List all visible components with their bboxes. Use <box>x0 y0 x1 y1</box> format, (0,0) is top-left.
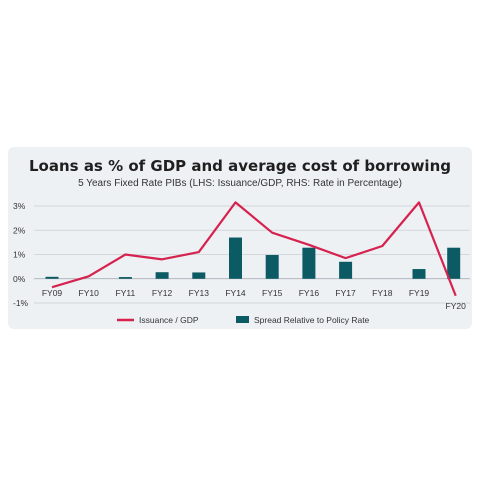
x-tick-label: FY09 <box>42 288 63 298</box>
bar-fy12 <box>155 272 169 279</box>
bar-fy14 <box>229 237 242 279</box>
bar-fy15 <box>265 254 279 279</box>
legend-label-spread: Spread Relative to Policy Rate <box>254 315 370 325</box>
chart-title: Loans as % of GDP and average cost of bo… <box>29 157 451 175</box>
y-tick-label: -1% <box>13 298 29 308</box>
legend-bar-swatch <box>236 316 249 323</box>
y-tick-label: 2% <box>13 225 26 235</box>
bar-fy16 <box>302 247 316 279</box>
y-tick-label: 1% <box>13 250 26 260</box>
y-tick-label: 0% <box>13 274 26 284</box>
x-tick-label: FY15 <box>262 288 283 298</box>
x-tick-label: FY19 <box>409 288 430 298</box>
x-tick-label: FY20 <box>446 301 467 311</box>
bar-fy13 <box>192 272 206 279</box>
bar-fy09 <box>45 276 59 279</box>
bar-fy17 <box>339 261 353 279</box>
x-tick-label: FY11 <box>116 288 136 298</box>
legend-label-issuance: Issuance / GDP <box>139 315 199 325</box>
bar-fy20 <box>447 247 461 279</box>
x-tick-label: FY17 <box>335 288 356 298</box>
x-tick-label: FY10 <box>79 288 100 298</box>
line-issuance-gdp <box>51 201 457 297</box>
bar-fy11 <box>118 277 132 279</box>
bar-fy19 <box>412 269 426 279</box>
y-tick-label: 3% <box>13 201 26 211</box>
x-tick-label: FY12 <box>152 288 173 298</box>
x-tick-label: FY16 <box>299 288 320 298</box>
x-tick-label: FY14 <box>225 288 246 298</box>
x-tick-label: FY13 <box>189 288 210 298</box>
chart-subtitle: 5 Years Fixed Rate PIBs (LHS: Issuance/G… <box>78 178 402 189</box>
x-tick-label: FY18 <box>372 288 393 298</box>
